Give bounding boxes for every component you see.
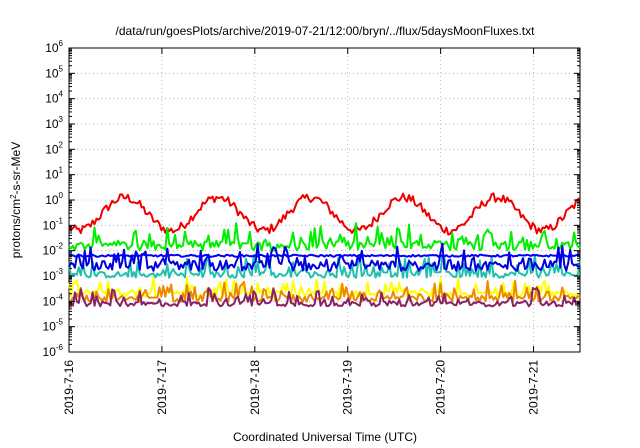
x-tick-label: 2019-7-19: [341, 360, 355, 415]
series-line-4: [68, 253, 581, 258]
y-tick-exponent: 5: [59, 64, 64, 73]
grid-lines: [69, 48, 580, 352]
y-tick-base: 10: [45, 193, 59, 207]
y-tick-label: 10-3: [43, 267, 64, 283]
y-tick-label: 10-4: [43, 292, 64, 308]
y-tick-base: 10: [45, 66, 59, 80]
y-tick-base: 10: [45, 41, 59, 55]
y-axis-label: protons/cm2-s-sr-MeV: [9, 142, 24, 258]
y-tick-label: 100: [45, 191, 63, 207]
chart-title: /data/run/goesPlots/archive/2019-07-21/1…: [116, 24, 536, 38]
series-line-7: [68, 286, 581, 308]
y-tick-label: 104: [45, 90, 63, 106]
y-tick-exponent: -1: [56, 216, 64, 225]
x-tick-label: 2019-7-17: [155, 360, 169, 415]
y-tick-label: 103: [45, 115, 63, 131]
y-tick-base: 10: [43, 269, 57, 283]
y-tick-exponent: 0: [59, 191, 64, 200]
y-tick-label: 10-6: [43, 343, 64, 359]
y-tick-label: 10-5: [43, 318, 64, 334]
y-tick-exponent: 4: [59, 90, 64, 99]
y-tick-exponent: 2: [59, 140, 64, 149]
x-tick-label: 2019-7-18: [248, 360, 262, 415]
series-line-0: [68, 192, 581, 236]
y-tick-base: 10: [43, 345, 57, 359]
y-tick-base: 10: [43, 320, 57, 334]
y-tick-base: 10: [43, 218, 57, 232]
y-tick-base: 10: [45, 92, 59, 106]
x-tick-label: 2019-7-16: [62, 360, 76, 415]
series-line-5: [68, 276, 580, 298]
y-axis-label-base: protons/cm: [9, 199, 23, 258]
y-tick-base: 10: [43, 244, 57, 258]
series-line-6: [68, 279, 581, 303]
y-tick-exponent: 1: [59, 166, 64, 175]
x-axis: 2019-7-16 2019-7-17 2019-7-18 2019-7-19 2019…: [62, 48, 541, 415]
y-tick-exponent: -6: [56, 343, 64, 352]
y-tick-base: 10: [43, 294, 57, 308]
y-tick-base: 10: [45, 117, 59, 131]
series-line-2: [68, 253, 581, 279]
y-tick-label: 10-1: [43, 216, 64, 232]
y-axis-label-rest: -s-sr-MeV: [9, 142, 23, 195]
y-tick-label: 105: [45, 64, 63, 80]
x-tick-label: 2019-7-21: [527, 360, 541, 415]
y-tick-label: 106: [45, 39, 63, 55]
y-tick-base: 10: [45, 142, 59, 156]
series-line-1: [68, 222, 581, 252]
y-axis: 10-610-510-410-310-210-11001011021031041…: [43, 39, 580, 359]
y-tick-exponent: -5: [56, 318, 64, 327]
series-line-3: [68, 242, 581, 272]
y-axis-label-sup: 2: [9, 194, 18, 199]
x-axis-label: Coordinated Universal Time (UTC): [233, 430, 417, 444]
y-tick-exponent: -2: [56, 242, 64, 251]
y-tick-exponent: -3: [56, 267, 64, 276]
x-tick-label: 2019-7-20: [434, 360, 448, 415]
y-tick-exponent: -4: [56, 292, 64, 301]
y-tick-exponent: 3: [59, 115, 64, 124]
y-tick-exponent: 6: [59, 39, 64, 48]
y-tick-label: 10-2: [43, 242, 64, 258]
y-tick-label: 101: [45, 166, 63, 182]
y-tick-base: 10: [45, 168, 59, 182]
y-tick-label: 102: [45, 140, 63, 156]
series-lines: [68, 192, 581, 308]
